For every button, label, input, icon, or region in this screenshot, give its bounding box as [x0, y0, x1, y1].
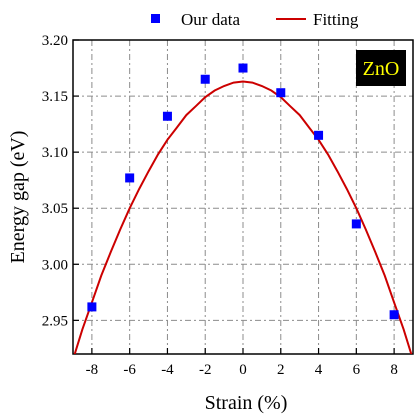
- x-tick-label: -8: [86, 362, 99, 378]
- x-tick-label: 6: [353, 362, 361, 378]
- y-tick-label: 3.20: [42, 33, 68, 49]
- material-badge-label: ZnO: [363, 58, 400, 80]
- fitting-curve-group: [73, 80, 413, 354]
- data-point: [351, 219, 361, 229]
- fitting-curve: [73, 80, 413, 354]
- legend: Our data Fitting: [151, 10, 359, 29]
- legend-marker-our-data: [151, 14, 160, 23]
- y-tick-label: 3.00: [42, 257, 68, 273]
- y-tick-label: 3.05: [42, 201, 68, 217]
- y-tick-label: 2.95: [42, 313, 68, 329]
- data-points-group: [87, 63, 399, 320]
- axis-ticks: -8 -6 -4 -2 0 2 4 6 8 2.95 3.00 3.05 3.10 3.15 3.20: [42, 33, 398, 378]
- material-badge: [356, 50, 406, 86]
- legend-label-our-data: Our data: [181, 10, 240, 29]
- x-tick-label: 0: [239, 362, 247, 378]
- x-tick-label: -4: [161, 362, 174, 378]
- data-point: [276, 88, 286, 98]
- data-point: [314, 130, 324, 140]
- data-point: [162, 111, 172, 121]
- y-axis-title: Energy gap (eV): [7, 131, 29, 264]
- legend-label-fitting: Fitting: [313, 10, 359, 29]
- data-point: [87, 302, 97, 312]
- data-point: [238, 63, 248, 73]
- x-tick-label: 4: [315, 362, 323, 378]
- x-axis-title: Strain (%): [205, 392, 288, 414]
- grid-lines: [73, 39, 413, 354]
- data-point: [200, 74, 210, 84]
- x-tick-label: -2: [199, 362, 212, 378]
- data-point: [389, 310, 399, 320]
- data-point: [125, 173, 135, 183]
- y-tick-label: 3.10: [42, 145, 68, 161]
- x-tick-label: 8: [390, 362, 398, 378]
- x-tick-label: -6: [123, 362, 136, 378]
- x-tick-label: 2: [277, 362, 285, 378]
- y-tick-label: 3.15: [42, 89, 68, 105]
